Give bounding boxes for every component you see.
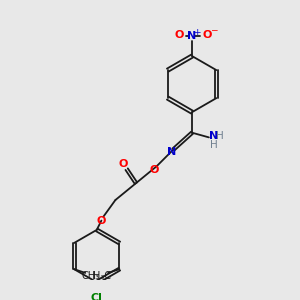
Text: +: + bbox=[193, 28, 200, 37]
Text: CH₃: CH₃ bbox=[82, 271, 100, 281]
Text: O: O bbox=[202, 30, 212, 40]
Text: H₃C: H₃C bbox=[93, 271, 111, 281]
Text: −: − bbox=[210, 26, 217, 34]
Text: H: H bbox=[210, 140, 218, 150]
Text: O: O bbox=[174, 30, 184, 40]
Text: O: O bbox=[150, 165, 159, 175]
Text: N: N bbox=[188, 32, 197, 41]
Text: N: N bbox=[209, 131, 218, 141]
Text: Cl: Cl bbox=[91, 293, 103, 300]
Text: H: H bbox=[216, 131, 224, 141]
Text: O: O bbox=[118, 158, 128, 169]
Text: N: N bbox=[167, 147, 176, 157]
Text: O: O bbox=[97, 216, 106, 226]
